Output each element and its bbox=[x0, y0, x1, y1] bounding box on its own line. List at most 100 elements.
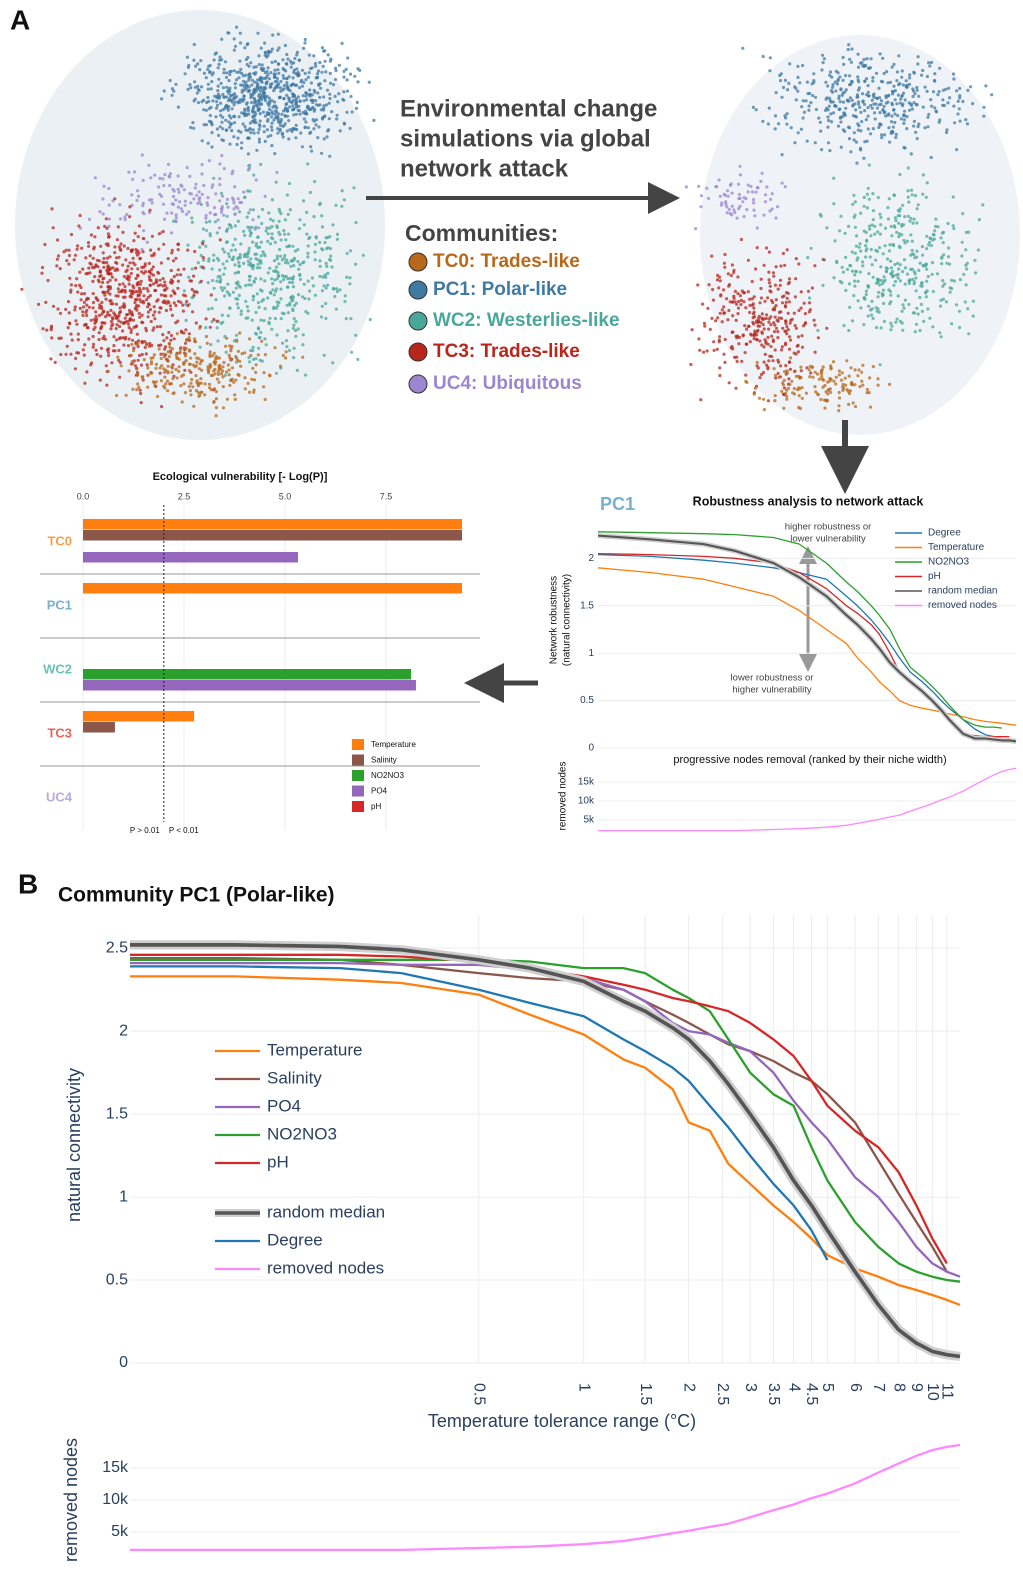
network-node bbox=[739, 237, 744, 242]
network-node bbox=[164, 308, 168, 313]
network-node bbox=[856, 299, 860, 303]
network-node bbox=[102, 256, 106, 261]
network-node bbox=[92, 247, 96, 251]
network-node bbox=[128, 215, 132, 219]
network-node bbox=[236, 306, 240, 310]
network-node bbox=[786, 311, 790, 315]
network-node bbox=[270, 121, 274, 125]
network-node bbox=[264, 76, 268, 80]
network-node bbox=[85, 313, 89, 318]
y-axis-label: Network robustness bbox=[549, 576, 560, 664]
network-node bbox=[322, 353, 326, 357]
network-node bbox=[20, 287, 24, 291]
network-node bbox=[832, 176, 836, 180]
network-node bbox=[779, 72, 783, 76]
network-node bbox=[194, 266, 198, 270]
network-node bbox=[323, 273, 327, 277]
network-node bbox=[244, 299, 248, 303]
network-node bbox=[284, 238, 288, 242]
network-node bbox=[860, 120, 864, 124]
network-node bbox=[882, 104, 886, 109]
network-node bbox=[901, 303, 905, 307]
network-node bbox=[278, 247, 282, 252]
network-node bbox=[939, 298, 943, 302]
network-node bbox=[106, 369, 110, 373]
network-node bbox=[816, 393, 820, 397]
network-node bbox=[864, 289, 869, 293]
network-node bbox=[774, 91, 778, 95]
network-node bbox=[958, 325, 962, 330]
network-node bbox=[834, 89, 838, 93]
network-node bbox=[55, 264, 59, 268]
legend-label: PO4 bbox=[371, 787, 388, 796]
network-node bbox=[151, 313, 155, 317]
annotation: higher vulnerability bbox=[732, 685, 811, 696]
network-node bbox=[270, 232, 274, 236]
network-node bbox=[887, 112, 891, 116]
network-node bbox=[209, 343, 213, 347]
network-node bbox=[702, 321, 707, 325]
y-tick-label: 1 bbox=[119, 1188, 128, 1205]
network-node bbox=[862, 204, 866, 208]
network-node bbox=[251, 218, 255, 222]
network-node bbox=[345, 251, 349, 256]
network-node bbox=[73, 253, 78, 257]
network-node bbox=[214, 51, 218, 55]
network-node bbox=[206, 196, 210, 200]
network-node bbox=[265, 226, 269, 230]
network-node bbox=[221, 127, 225, 131]
network-node bbox=[788, 356, 793, 360]
network-node bbox=[165, 336, 169, 340]
network-node bbox=[232, 115, 237, 119]
network-node bbox=[848, 389, 852, 393]
network-node bbox=[896, 272, 900, 276]
network-node bbox=[882, 275, 886, 279]
network-node bbox=[225, 85, 229, 89]
network-node bbox=[160, 364, 164, 368]
network-node bbox=[284, 350, 288, 354]
network-node bbox=[69, 290, 73, 294]
network-node bbox=[121, 336, 125, 340]
network-node bbox=[740, 359, 744, 363]
network-node bbox=[765, 313, 769, 317]
network-node bbox=[131, 256, 135, 260]
network-node bbox=[358, 68, 362, 72]
network-node bbox=[896, 294, 900, 298]
network-node bbox=[333, 77, 338, 82]
network-node bbox=[768, 284, 772, 288]
network-node bbox=[139, 290, 143, 294]
network-node bbox=[733, 355, 737, 359]
network-node bbox=[907, 279, 911, 283]
network-node bbox=[206, 203, 210, 207]
network-node bbox=[921, 253, 925, 257]
network-node bbox=[849, 60, 854, 64]
network-node bbox=[208, 325, 212, 329]
network-node bbox=[780, 153, 784, 157]
network-node bbox=[322, 284, 326, 288]
network-node bbox=[982, 114, 986, 118]
network-node bbox=[159, 306, 163, 310]
network-node bbox=[809, 246, 813, 250]
network-node bbox=[107, 235, 111, 239]
network-node bbox=[889, 321, 893, 325]
network-node bbox=[292, 323, 296, 327]
network-node bbox=[939, 236, 943, 240]
network-node bbox=[107, 186, 111, 191]
network-node bbox=[267, 77, 272, 81]
network-node bbox=[900, 75, 904, 79]
network-node bbox=[256, 262, 260, 266]
network-node bbox=[138, 257, 142, 261]
network-node bbox=[841, 78, 845, 82]
network-node bbox=[76, 244, 80, 248]
network-node bbox=[58, 311, 63, 315]
network-node bbox=[726, 272, 730, 276]
network-node bbox=[141, 378, 145, 382]
network-node bbox=[853, 368, 857, 372]
network-node bbox=[832, 379, 836, 383]
network-node bbox=[107, 353, 111, 358]
network-node bbox=[684, 185, 689, 189]
x-tick-label: 2 bbox=[680, 1383, 697, 1392]
network-node bbox=[958, 96, 962, 100]
network-node bbox=[248, 234, 252, 238]
network-node bbox=[263, 353, 267, 357]
